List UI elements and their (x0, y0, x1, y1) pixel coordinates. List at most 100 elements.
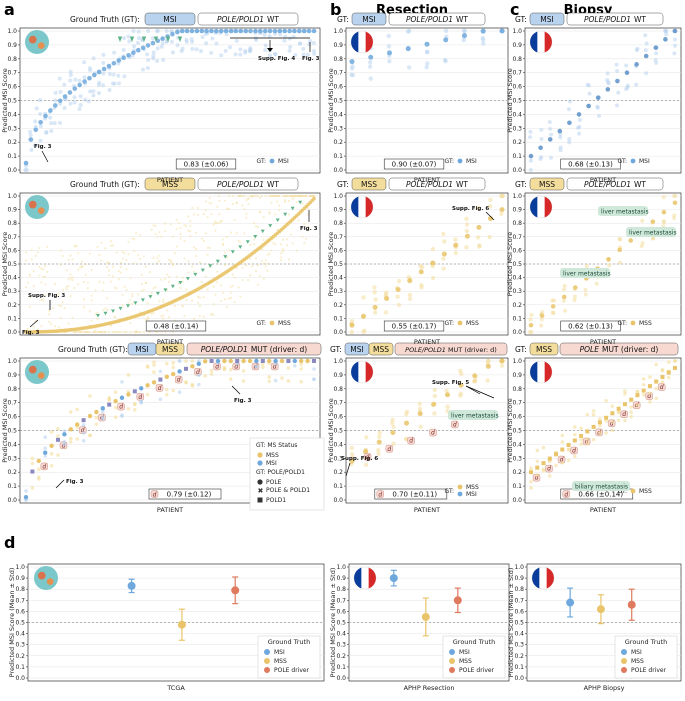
data-point (616, 410, 621, 415)
data-point (179, 232, 182, 236)
data-point (193, 270, 196, 273)
x-axis-label: APHP Resection (404, 684, 455, 692)
data-point (254, 194, 258, 198)
data-point (121, 293, 124, 296)
data-point-triangle (117, 36, 123, 43)
flag-red (365, 31, 373, 53)
mean-point-pole-driver (627, 600, 636, 609)
data-point (464, 228, 470, 234)
data-point (179, 28, 185, 34)
data-point (488, 197, 493, 203)
y-tick-label: 0.2 (7, 302, 17, 309)
y-tick-label: 0.5 (333, 428, 343, 435)
data-point (577, 118, 582, 123)
y-tick-label: 0.9 (336, 575, 346, 582)
data-point (137, 330, 140, 334)
data-point (146, 316, 149, 319)
data-point (84, 263, 88, 266)
data-point-triangle (283, 212, 288, 217)
data-point (419, 282, 424, 288)
data-point (368, 76, 373, 81)
data-point (200, 34, 205, 39)
data-point (641, 392, 646, 397)
y-tick-label: 0.5 (336, 620, 346, 627)
data-point (175, 43, 180, 48)
data-point (361, 313, 367, 319)
data-point (199, 49, 204, 54)
data-point (262, 28, 268, 34)
data-point (276, 194, 279, 198)
data-point (258, 274, 261, 278)
data-point (208, 196, 211, 199)
y-tick-label: 0.3 (336, 642, 346, 649)
data-point (585, 441, 590, 446)
data-point (672, 194, 677, 198)
data-point (239, 241, 242, 244)
data-point (193, 246, 196, 249)
data-point-triangle (129, 36, 135, 43)
legend-marker (264, 667, 270, 673)
data-point (117, 330, 120, 334)
annotation-supp-fig-4: Supp. Fig. 4 (258, 56, 295, 62)
data-point (203, 374, 207, 378)
data-point (189, 234, 192, 238)
data-point (539, 323, 544, 328)
data-point (260, 247, 263, 250)
data-point (53, 325, 57, 328)
data-point (145, 392, 150, 397)
data-point (292, 28, 297, 34)
data-point (617, 260, 622, 265)
y-axis-label: Predicted MSI Score (327, 232, 335, 297)
data-point (624, 70, 630, 75)
data-point (49, 463, 54, 468)
data-point (443, 58, 448, 64)
data-point (38, 111, 43, 116)
data-point (218, 199, 221, 202)
y-tick-label: 0.6 (512, 247, 522, 254)
data-point (121, 36, 126, 41)
data-point (88, 68, 93, 73)
data-point (152, 256, 155, 259)
data-point (552, 298, 557, 303)
data-point (279, 358, 285, 364)
data-point (280, 376, 284, 380)
data-point (79, 266, 82, 269)
data-point (121, 47, 126, 52)
data-point (228, 358, 233, 364)
tcga-logo-icon (25, 360, 49, 384)
chip-mss-text: MSS (536, 345, 552, 354)
data-point (260, 194, 263, 198)
data-point (215, 358, 221, 364)
data-point (262, 277, 265, 281)
data-point (666, 375, 671, 380)
data-point (648, 391, 652, 396)
data-point (233, 301, 236, 304)
data-point (137, 293, 140, 296)
data-point (481, 41, 486, 46)
data-point (472, 373, 478, 379)
data-point (303, 222, 306, 226)
data-point (101, 66, 107, 72)
data-point (177, 390, 182, 394)
data-point (641, 382, 646, 387)
y-tick-label: 0.2 (7, 469, 17, 476)
legend-label: POLE driver (274, 667, 310, 674)
data-point (443, 37, 449, 43)
data-point (396, 278, 402, 284)
data-point (640, 218, 645, 223)
data-point-triangle (230, 250, 235, 254)
data-point (672, 28, 678, 34)
data-point (218, 213, 221, 216)
y-tick-label: 0.4 (7, 441, 17, 448)
data-point (273, 358, 278, 364)
driver-badge (429, 428, 437, 437)
data-point (361, 329, 366, 335)
data-point (299, 358, 304, 364)
data-point (364, 435, 369, 440)
chip-mss-text: MSS (539, 180, 555, 189)
y-tick-label: 0.1 (7, 315, 17, 322)
chip-msi-text: MSI (135, 345, 148, 354)
data-point (171, 388, 175, 393)
data-point (138, 233, 142, 237)
data-point (135, 330, 138, 334)
